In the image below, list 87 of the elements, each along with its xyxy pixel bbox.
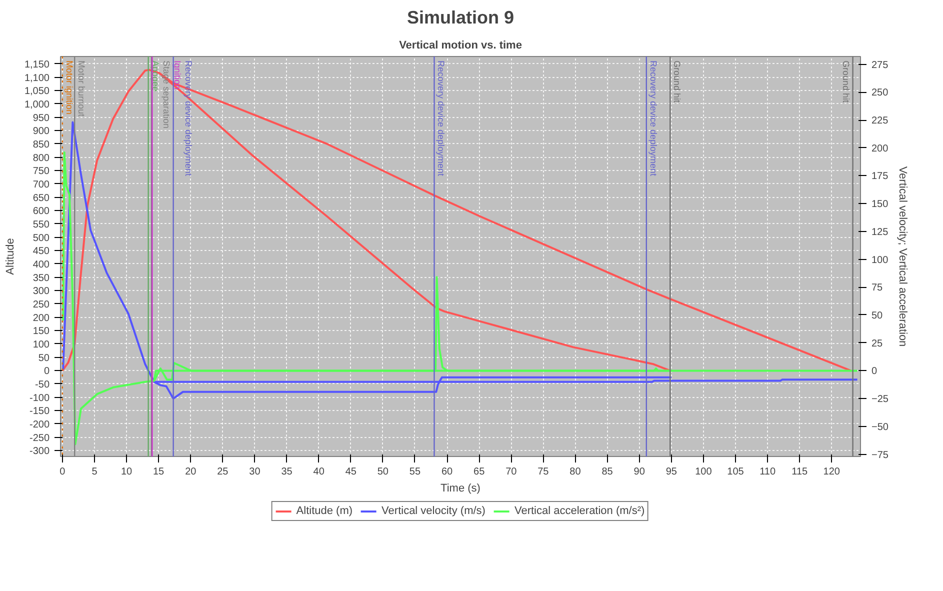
y-tick-label: -50 [35, 379, 50, 390]
y-tick-label: 900 [32, 126, 50, 138]
chart-title: Simulation 9 [406, 8, 514, 28]
y-tick-label: 700 [32, 179, 50, 190]
x-tick-label: 25 [217, 466, 229, 478]
y-tick-label: 950 [32, 112, 50, 124]
y-tick-label: 1,150 [24, 59, 50, 70]
y-tick-label: 1,050 [24, 86, 50, 98]
y2-tick-label: 225 [872, 116, 889, 127]
y2-tick-label: 250 [872, 88, 889, 99]
x-tick-label: 50 [377, 466, 389, 478]
x-tick-label: 115 [792, 466, 808, 478]
y2-tick-label: 0 [872, 366, 878, 378]
x-tick-label: 40 [313, 466, 325, 478]
y2-tick-label: 125 [872, 226, 889, 238]
ref-line-label: Ground hit [840, 60, 851, 104]
x-tick-label: 110 [760, 466, 776, 478]
y-axis-title: Altitude [4, 238, 16, 275]
y-tick-label: -150 [29, 406, 50, 418]
y-tick-label: 750 [32, 166, 50, 178]
x-tick-label: 15 [153, 466, 165, 478]
x-tick-label: 35 [281, 466, 293, 478]
x-tick-label: 60 [441, 466, 454, 478]
y2-tick-label: 100 [872, 254, 889, 266]
y-tick-label: 100 [32, 339, 50, 350]
y-tick-label: 850 [32, 139, 50, 150]
x-tick-label: 10 [120, 466, 133, 478]
y2-tick-label: 150 [872, 199, 889, 210]
x-tick-label: 45 [345, 466, 357, 478]
ref-line-label: Stage separation [161, 60, 172, 129]
y-tick-label: 300 [32, 286, 50, 298]
legend-label: Vertical acceleration (m/s²) [514, 505, 645, 517]
y2-tick-label: 275 [872, 60, 889, 71]
y2-tick-label: 25 [872, 338, 884, 350]
x-tick-label: 90 [634, 466, 646, 478]
y2-tick-label: 175 [872, 171, 889, 182]
y-tick-label: 1,000 [24, 99, 50, 110]
y2-tick-label: −50 [872, 422, 889, 433]
y-tick-label: 50 [38, 352, 50, 364]
y2-tick-label: −75 [872, 450, 889, 461]
x-tick-label: 105 [727, 466, 744, 478]
y-tick-label: 650 [32, 192, 50, 204]
ref-line-label: Recovery device deployment [183, 60, 194, 177]
x-tick-label: 75 [538, 466, 550, 478]
y-tick-label: 350 [32, 272, 50, 284]
chart-subtitle: Vertical motion vs. time [399, 40, 522, 52]
y-tick-label: 600 [32, 206, 50, 218]
y-tick-label: -300 [29, 446, 50, 458]
ref-line-label: Motor burnout [76, 60, 87, 118]
y-tick-label: 250 [32, 299, 50, 310]
x-tick-label: 30 [249, 466, 261, 478]
ref-line-label: Ignition [172, 60, 182, 90]
y-tick-label: -100 [29, 392, 50, 404]
x-tick-label: 85 [602, 466, 614, 478]
y-tick-label: -200 [29, 419, 50, 430]
y2-axis-title: Vertical velocity; Vertical acceleration [896, 166, 908, 347]
x-tick-label: 20 [185, 466, 197, 478]
x-tick-label: 70 [506, 466, 518, 478]
x-tick-label: 80 [570, 466, 582, 478]
y-tick-label: 400 [32, 259, 50, 270]
y2-tick-label: 75 [872, 282, 884, 294]
y2-tick-label: 200 [872, 143, 889, 154]
y-tick-label: 500 [32, 232, 50, 244]
y-tick-label: -250 [29, 432, 50, 444]
y-tick-label: 200 [32, 312, 50, 324]
x-tick-label: 0 [60, 466, 66, 478]
y-tick-label: 0 [44, 366, 50, 378]
legend-label: Altitude (m) [296, 505, 353, 517]
x-tick-label: 5 [92, 466, 98, 478]
y2-tick-label: 50 [872, 310, 884, 322]
ref-line-label: Ground hit [672, 60, 682, 104]
x-axis-title: Time (s) [440, 482, 480, 494]
y-tick-label: 1,100 [24, 72, 50, 84]
x-tick-label: 65 [474, 466, 486, 478]
y-tick-label: 550 [32, 219, 50, 230]
ref-line-label: Motor ignition [64, 60, 74, 115]
ref-line-label: Recovery device deployment [436, 60, 446, 177]
x-tick-label: 120 [823, 466, 840, 478]
ref-line-label: Recovery device deployment [648, 60, 658, 177]
y-tick-label: 450 [32, 246, 50, 258]
y-tick-label: 800 [32, 152, 50, 164]
y2-tick-label: −25 [872, 394, 889, 406]
x-tick-label: 95 [666, 466, 678, 478]
x-tick-label: 100 [695, 466, 712, 478]
legend-label: Vertical velocity (m/s) [382, 505, 486, 517]
x-tick-label: 55 [409, 466, 421, 478]
y-tick-label: 150 [32, 326, 50, 338]
